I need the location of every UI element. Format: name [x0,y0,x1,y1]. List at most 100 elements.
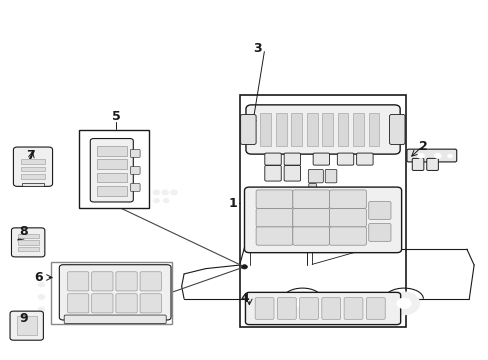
FancyBboxPatch shape [344,298,362,319]
FancyBboxPatch shape [256,227,292,245]
FancyBboxPatch shape [277,298,296,319]
Circle shape [296,298,310,309]
FancyBboxPatch shape [337,153,353,165]
FancyBboxPatch shape [59,265,171,320]
Bar [352,113,363,145]
FancyBboxPatch shape [284,153,300,165]
Bar [239,95,406,327]
FancyBboxPatch shape [10,311,43,340]
Bar [96,145,127,156]
Circle shape [38,307,45,312]
Bar [79,130,149,208]
FancyBboxPatch shape [116,272,137,291]
FancyBboxPatch shape [90,139,133,202]
FancyBboxPatch shape [255,298,273,319]
FancyBboxPatch shape [329,208,366,227]
Circle shape [447,154,451,158]
FancyBboxPatch shape [264,153,281,165]
Bar [18,234,39,238]
FancyBboxPatch shape [299,298,318,319]
FancyBboxPatch shape [67,272,89,291]
FancyBboxPatch shape [292,208,329,227]
FancyBboxPatch shape [92,294,113,313]
FancyBboxPatch shape [426,158,437,170]
FancyBboxPatch shape [368,202,390,219]
Bar [260,113,270,145]
FancyBboxPatch shape [366,298,385,319]
FancyBboxPatch shape [389,114,404,145]
Bar [96,159,127,169]
FancyBboxPatch shape [368,224,390,241]
FancyBboxPatch shape [308,169,323,183]
Bar [96,172,127,183]
Bar [275,113,286,145]
FancyBboxPatch shape [67,294,89,313]
Text: 1: 1 [228,197,237,210]
FancyBboxPatch shape [325,169,336,183]
Bar [291,113,302,145]
FancyBboxPatch shape [356,153,372,165]
Circle shape [162,190,168,195]
Bar [17,316,37,335]
FancyBboxPatch shape [284,166,300,181]
Bar [18,247,39,251]
FancyBboxPatch shape [411,158,423,170]
FancyBboxPatch shape [321,298,340,319]
Bar [21,159,45,164]
FancyBboxPatch shape [292,190,329,208]
Circle shape [38,282,45,287]
FancyBboxPatch shape [140,294,161,313]
FancyBboxPatch shape [245,105,399,154]
Circle shape [241,265,247,269]
Bar [18,240,39,244]
Bar [22,183,44,186]
Circle shape [434,153,440,158]
FancyBboxPatch shape [308,184,316,192]
Circle shape [153,198,159,203]
FancyBboxPatch shape [256,208,292,227]
Circle shape [170,190,177,195]
FancyBboxPatch shape [245,292,400,325]
Circle shape [38,294,45,300]
FancyBboxPatch shape [244,187,401,253]
FancyBboxPatch shape [130,184,140,192]
FancyBboxPatch shape [92,272,113,291]
FancyBboxPatch shape [292,227,329,245]
Text: 5: 5 [112,110,121,123]
Text: 3: 3 [253,42,262,55]
Bar [96,186,127,196]
Text: 2: 2 [418,140,427,153]
Circle shape [396,298,410,309]
Bar [368,113,379,145]
Circle shape [287,292,318,315]
Text: 6: 6 [35,271,43,284]
FancyBboxPatch shape [130,149,140,157]
Text: 4: 4 [240,292,248,305]
FancyBboxPatch shape [312,153,329,165]
FancyBboxPatch shape [406,149,456,162]
Bar [21,174,45,179]
Bar [306,113,317,145]
FancyBboxPatch shape [140,272,161,291]
Text: 8: 8 [19,225,28,238]
Bar [51,261,172,324]
FancyBboxPatch shape [329,190,366,208]
Circle shape [163,198,169,203]
Text: 7: 7 [26,149,35,162]
Text: 9: 9 [19,312,28,325]
FancyBboxPatch shape [240,114,256,145]
Circle shape [153,190,160,195]
FancyBboxPatch shape [11,228,45,257]
Circle shape [417,153,424,158]
Circle shape [388,292,419,315]
Bar [21,167,45,171]
Bar [322,113,332,145]
FancyBboxPatch shape [116,294,137,313]
FancyBboxPatch shape [256,190,292,208]
FancyBboxPatch shape [64,315,166,324]
FancyBboxPatch shape [329,227,366,245]
Bar [337,113,348,145]
FancyBboxPatch shape [264,166,281,181]
FancyBboxPatch shape [13,147,53,186]
FancyBboxPatch shape [130,167,140,174]
